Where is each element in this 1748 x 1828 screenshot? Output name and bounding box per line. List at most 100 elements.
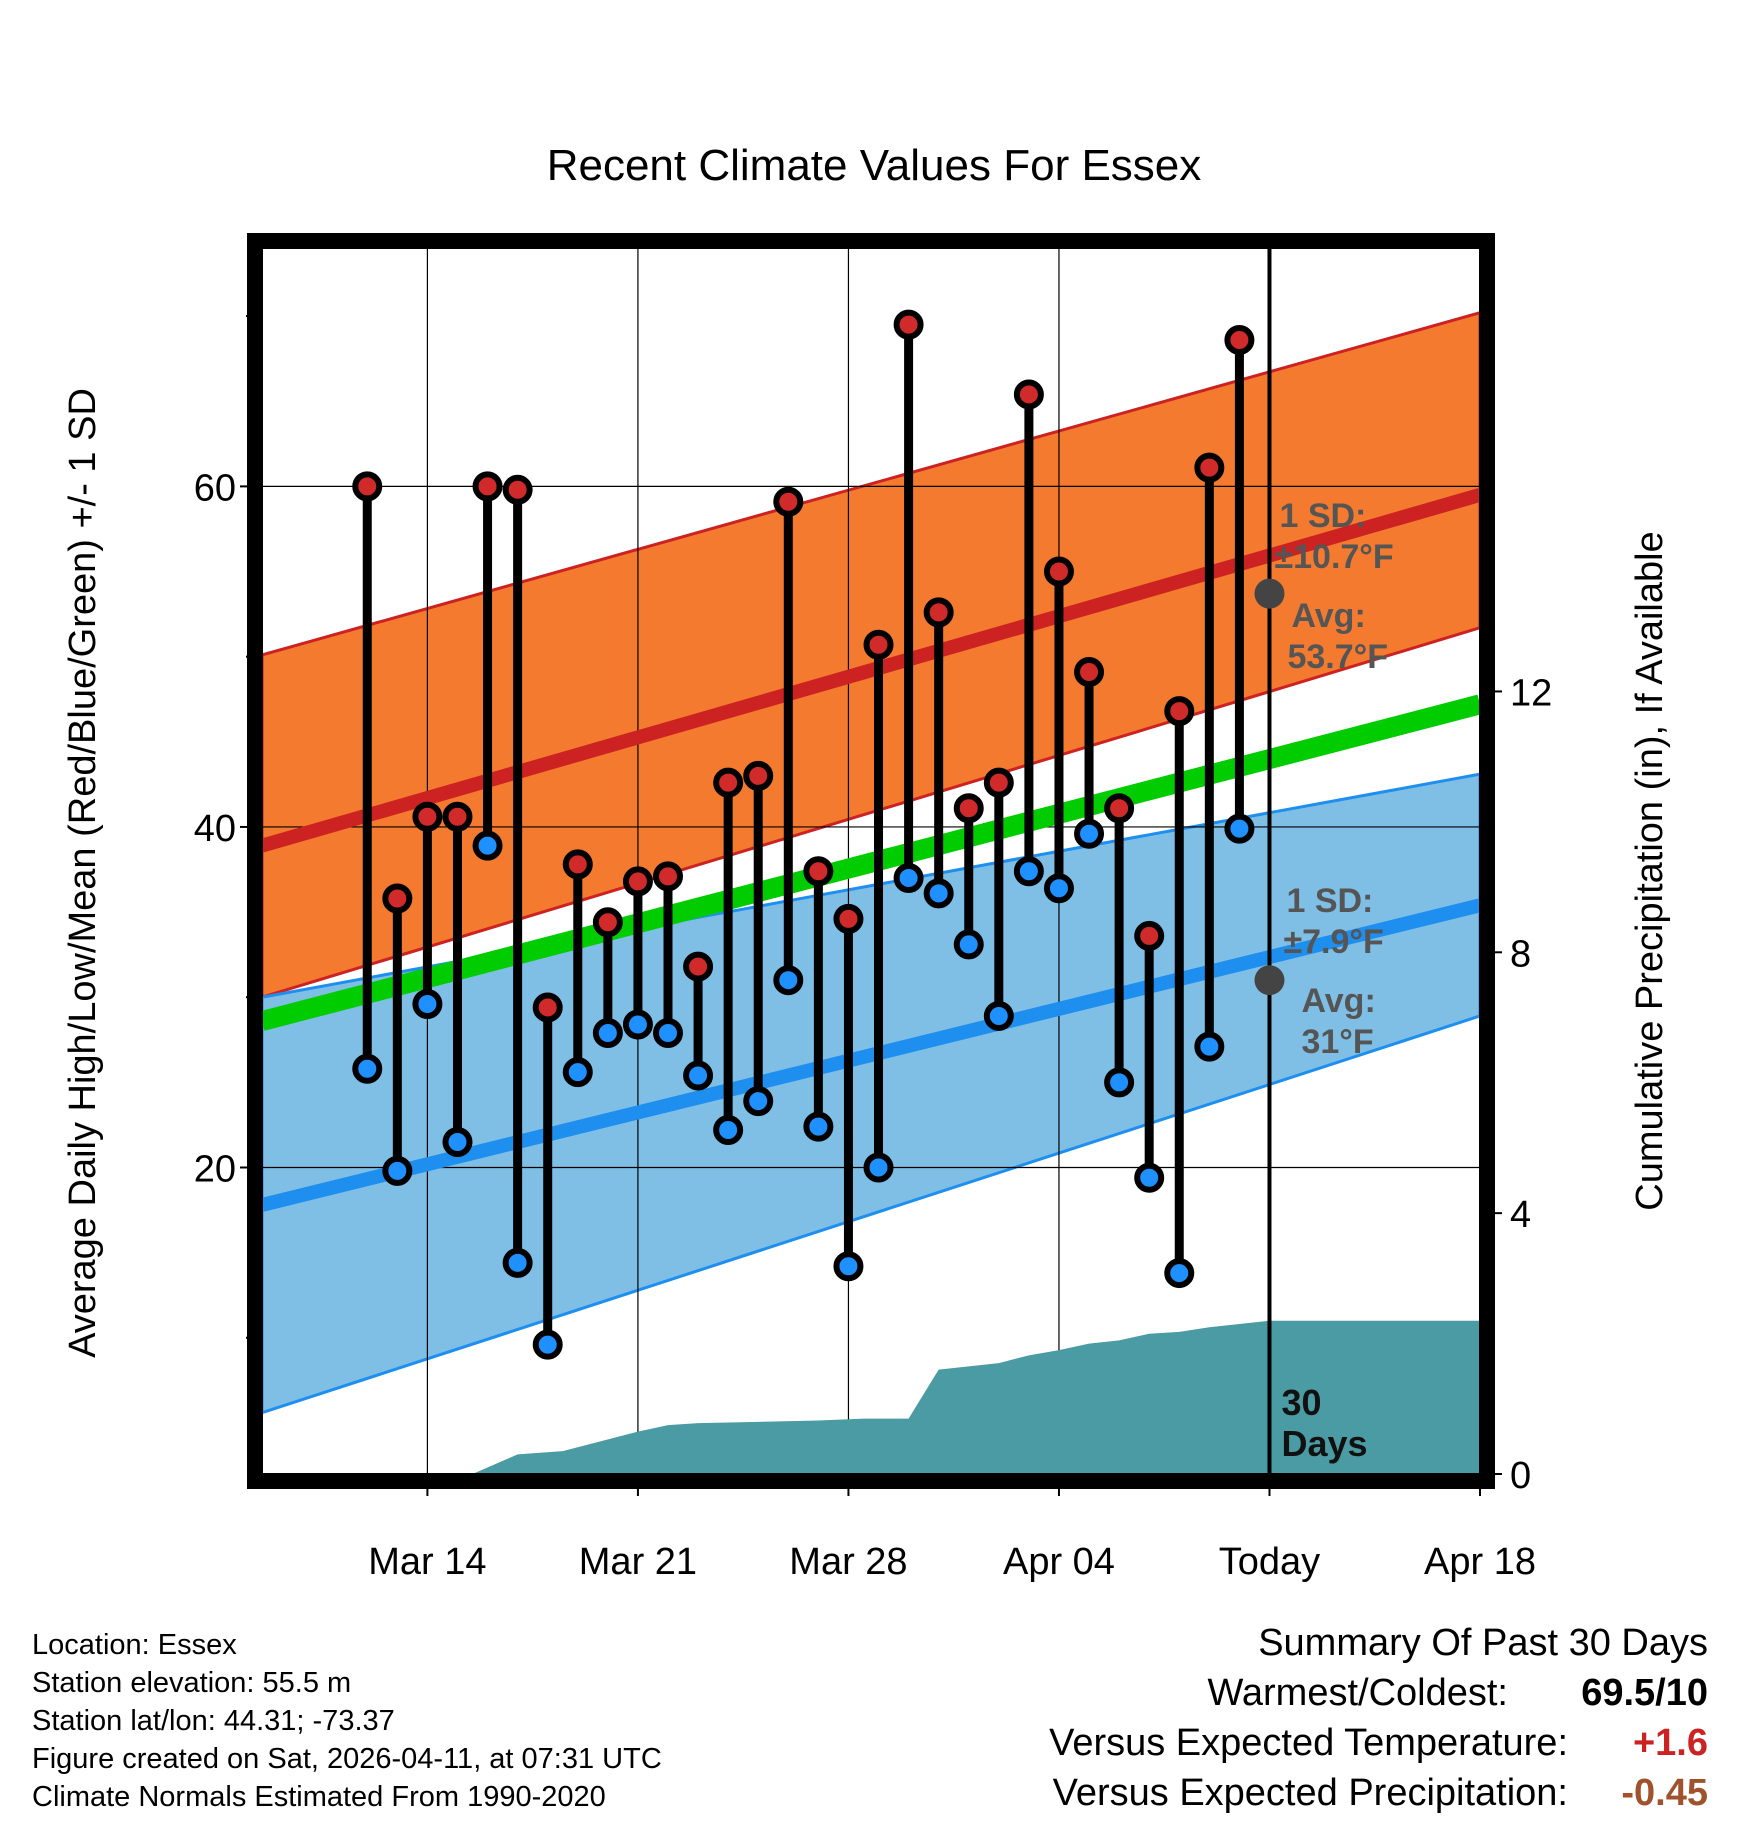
daily-low-point <box>893 863 924 894</box>
daily-high-point <box>502 474 533 505</box>
y-tick-label-2: 60 <box>194 467 236 509</box>
chart-title: Recent Climate Values For Essex <box>547 141 1202 190</box>
daily-high-point <box>983 767 1014 798</box>
normal-lines-layer <box>262 248 1480 1474</box>
daily-high-point <box>1074 656 1105 687</box>
daily-high-point <box>412 801 443 832</box>
precip-layer <box>262 1320 1480 1474</box>
daily-high-point <box>1134 920 1165 951</box>
y2-tick-label-3: 12 <box>1510 672 1552 714</box>
low-avg-value: 31°F <box>1301 1023 1373 1061</box>
x-tick-label-5: Apr 18 <box>1424 1541 1536 1583</box>
x-tick-label-2: Mar 28 <box>789 1541 907 1583</box>
location-text: Location: Essex <box>32 1629 237 1661</box>
daily-high-point <box>713 767 744 798</box>
daily-high-point <box>592 907 623 938</box>
daily-low-point <box>683 1060 714 1091</box>
y2-axis-label: Cumulative Precipitation (in), If Availa… <box>1629 531 1671 1210</box>
frame-layer <box>247 233 1495 1489</box>
daily-low-point <box>1013 856 1044 887</box>
daily-high-point <box>653 861 683 892</box>
daily-high-point <box>923 597 954 628</box>
normal-low-line <box>262 898 1480 1212</box>
axes-layer: Mar 14 Mar 21 Mar 28 Apr 04 Today Apr 18 Day 20… <box>62 315 1671 1620</box>
y2-tick-label-0: 0 <box>1510 1455 1531 1497</box>
daily-low-point <box>953 929 984 960</box>
daily-high-point <box>1013 379 1044 410</box>
days-word-label: Days <box>1281 1423 1367 1464</box>
daily-high-point <box>953 793 984 824</box>
precip-area <box>262 1320 1480 1474</box>
low-avg-marker <box>1254 965 1285 996</box>
daily-high-point <box>472 471 503 502</box>
daily-low-point <box>713 1115 744 1146</box>
warmest-label: Warmest/Coldest: <box>1207 1672 1508 1714</box>
daily-low-point <box>653 1017 683 1048</box>
daily-high-point <box>352 471 383 502</box>
daily-high-point <box>622 866 653 897</box>
low-avg-label: Avg: <box>1301 982 1375 1020</box>
elevation-text: Station elevation: 55.5 m <box>32 1667 352 1699</box>
daily-low-point <box>352 1053 383 1084</box>
normals-text: Climate Normals Estimated From 1990-2020 <box>32 1781 606 1813</box>
x-tick-label-1: Mar 21 <box>579 1541 697 1583</box>
y-axis-label: Average Daily High/Low/Mean (Red/Blue/Gr… <box>62 388 104 1358</box>
daily-high-point <box>1043 556 1074 587</box>
low-sd-label: 1 SD: <box>1286 882 1373 920</box>
daily-low-point <box>442 1126 473 1157</box>
daily-low-point <box>532 1329 563 1360</box>
y2-tick-label-1: 4 <box>1510 1194 1531 1236</box>
daily-high-point <box>1194 452 1225 483</box>
daily-high-point <box>743 760 774 791</box>
daily-low-point <box>863 1152 894 1183</box>
daily-low-point <box>1224 813 1255 844</box>
temp-label: Versus Expected Temperature: <box>1049 1722 1568 1764</box>
daily-high-point <box>562 849 593 880</box>
summary-warmest-row: Warmest/Coldest: 69.5/10 <box>808 1672 1708 1722</box>
daily-low-point <box>1074 818 1105 849</box>
daily-high-point <box>833 903 864 934</box>
daily-low-point <box>412 989 443 1020</box>
daily-high-point <box>1104 793 1135 824</box>
high-sd-label: 1 SD: <box>1279 497 1366 535</box>
daily-low-point <box>773 965 804 996</box>
daily-low-point <box>743 1086 774 1117</box>
daily-low-point <box>803 1111 834 1142</box>
low-sd-value: ±7.9°F <box>1283 923 1383 961</box>
precip-label: Versus Expected Precipitation: <box>1052 1772 1568 1814</box>
y2-tick-label-2: 8 <box>1510 933 1531 975</box>
y-tick-label-0: 20 <box>194 1149 236 1191</box>
daily-low-point <box>472 830 503 861</box>
x-tick-label-4: Today <box>1219 1541 1320 1583</box>
x-axis-label: Day <box>837 1619 905 1620</box>
high-avg-value: 53.7°F <box>1287 638 1388 676</box>
daily-high-point <box>1164 696 1195 727</box>
days-count-label: 30 <box>1281 1382 1321 1423</box>
daily-low-point <box>382 1155 413 1186</box>
daily-high-point <box>803 856 834 887</box>
daily-high-point <box>532 992 563 1023</box>
x-tick-label-0: Mar 14 <box>368 1541 486 1583</box>
plot-frame <box>247 233 1495 1489</box>
summary-temp-row: Versus Expected Temperature: +1.6 <box>808 1722 1708 1772</box>
daily-low-point <box>983 1000 1014 1031</box>
daily-low-point <box>833 1251 864 1282</box>
x-tick-label-3: Apr 04 <box>1003 1541 1115 1583</box>
daily-low-point <box>1134 1162 1165 1193</box>
daily-high-point <box>773 486 804 517</box>
daily-low-point <box>502 1247 533 1278</box>
y-tick-label-1: 40 <box>194 808 236 850</box>
daily-high-point <box>863 629 894 660</box>
daily-high-point <box>382 883 413 914</box>
high-sd-value: ±10.7°F <box>1274 538 1393 576</box>
daily-low-point <box>622 1009 653 1040</box>
temp-value: +1.6 <box>1632 1722 1708 1764</box>
normal-mean-line <box>262 694 1480 1031</box>
latlon-text: Station lat/lon: 44.31; -73.37 <box>32 1705 395 1737</box>
daily-high-point <box>683 951 714 982</box>
high-avg-label: Avg: <box>1291 597 1365 635</box>
daily-high-point <box>442 801 473 832</box>
warmest-value: 69.5/10 <box>1581 1672 1708 1714</box>
summary-panel: Summary Of Past 30 Days Warmest/Coldest:… <box>808 1622 1708 1822</box>
